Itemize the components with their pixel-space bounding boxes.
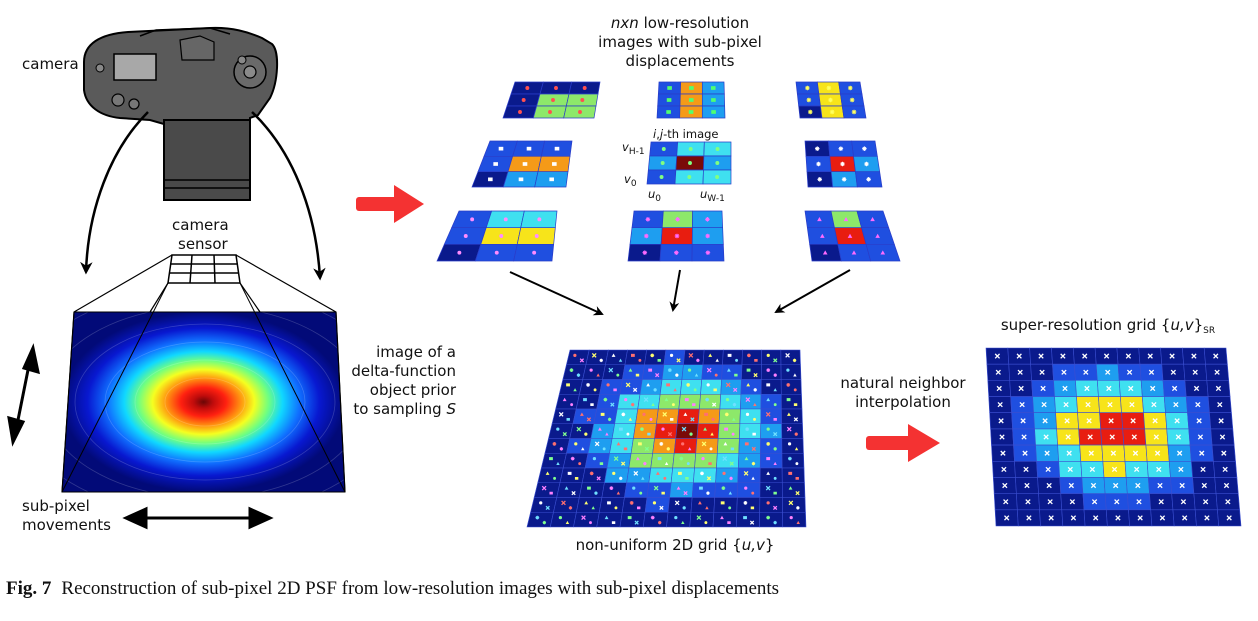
figure-caption: Fig. 7 Reconstruction of sub-pixel 2D PSF… [6, 578, 780, 599]
delta-label-line4: to sampling S [353, 400, 456, 418]
tile-arrow-left [509, 271, 604, 316]
super-resolution-grid [985, 347, 1242, 527]
vertical-movement-arrow [7, 343, 40, 447]
camera-icon [83, 26, 278, 201]
lowres-image-tile [502, 81, 601, 119]
natural-neighbor-label-line2: interpolation [855, 393, 951, 411]
camera-label: camera [22, 55, 79, 73]
lowres-image-tile [627, 210, 725, 262]
camera-sensor-label-line2: sensor [178, 235, 228, 253]
tile-arrow-middle [669, 269, 681, 312]
lowres-image-tile [804, 210, 901, 262]
u-w1-label: uW-1 [700, 187, 725, 205]
natural-neighbor-label-line1: natural neighbor [840, 374, 966, 392]
red-arrow-to-sr [866, 424, 940, 462]
nonuniform-grid-label: non-uniform 2D grid {u,v} [575, 536, 775, 554]
sensor-line-right [239, 282, 346, 493]
non-uniform-grid [526, 349, 807, 528]
sr-grid-label: super-resolution grid {u,v}SR [1000, 316, 1216, 336]
delta-label-line2: delta-function [351, 362, 456, 380]
v-0-label: v0 [624, 172, 637, 190]
delta-function-psf-image [61, 311, 346, 493]
u-0-label: u0 [648, 187, 662, 205]
red-arrow-to-lowres [356, 185, 424, 223]
camera-sensor-label-line1: camera [172, 216, 229, 234]
ij-image-label: i,j-th image [653, 127, 719, 141]
lowres-image-tile [471, 140, 573, 188]
lowres-image-tiles [436, 81, 901, 262]
sensor-line-left [61, 282, 169, 493]
v-h1-label: vH-1 [622, 140, 645, 158]
delta-label-line3: object prior [369, 381, 456, 399]
horizontal-movement-arrow [122, 506, 274, 530]
lowres-image-tile [804, 140, 883, 188]
lowres-label-line1: nxn low-resolution [610, 14, 750, 32]
camera-arrow-left [80, 111, 149, 275]
subpixel-label-line1: sub-pixel [22, 497, 90, 515]
tile-arrow-right [774, 269, 851, 313]
lowres-label-line3: displacements [625, 52, 735, 70]
delta-label-line1: image of a [376, 343, 456, 361]
lowres-image-tile [656, 81, 726, 119]
lowres-image-tile [646, 141, 732, 185]
camera-arrow-right [251, 111, 326, 281]
sensor-projection-lines [73, 254, 337, 313]
subpixel-label-line2: movements [22, 516, 111, 534]
lowres-label-line2: images with sub-pixel [598, 33, 762, 51]
lowres-image-tile [436, 210, 558, 262]
camera-sensor-grid [167, 254, 241, 284]
lowres-image-tile [795, 81, 867, 119]
